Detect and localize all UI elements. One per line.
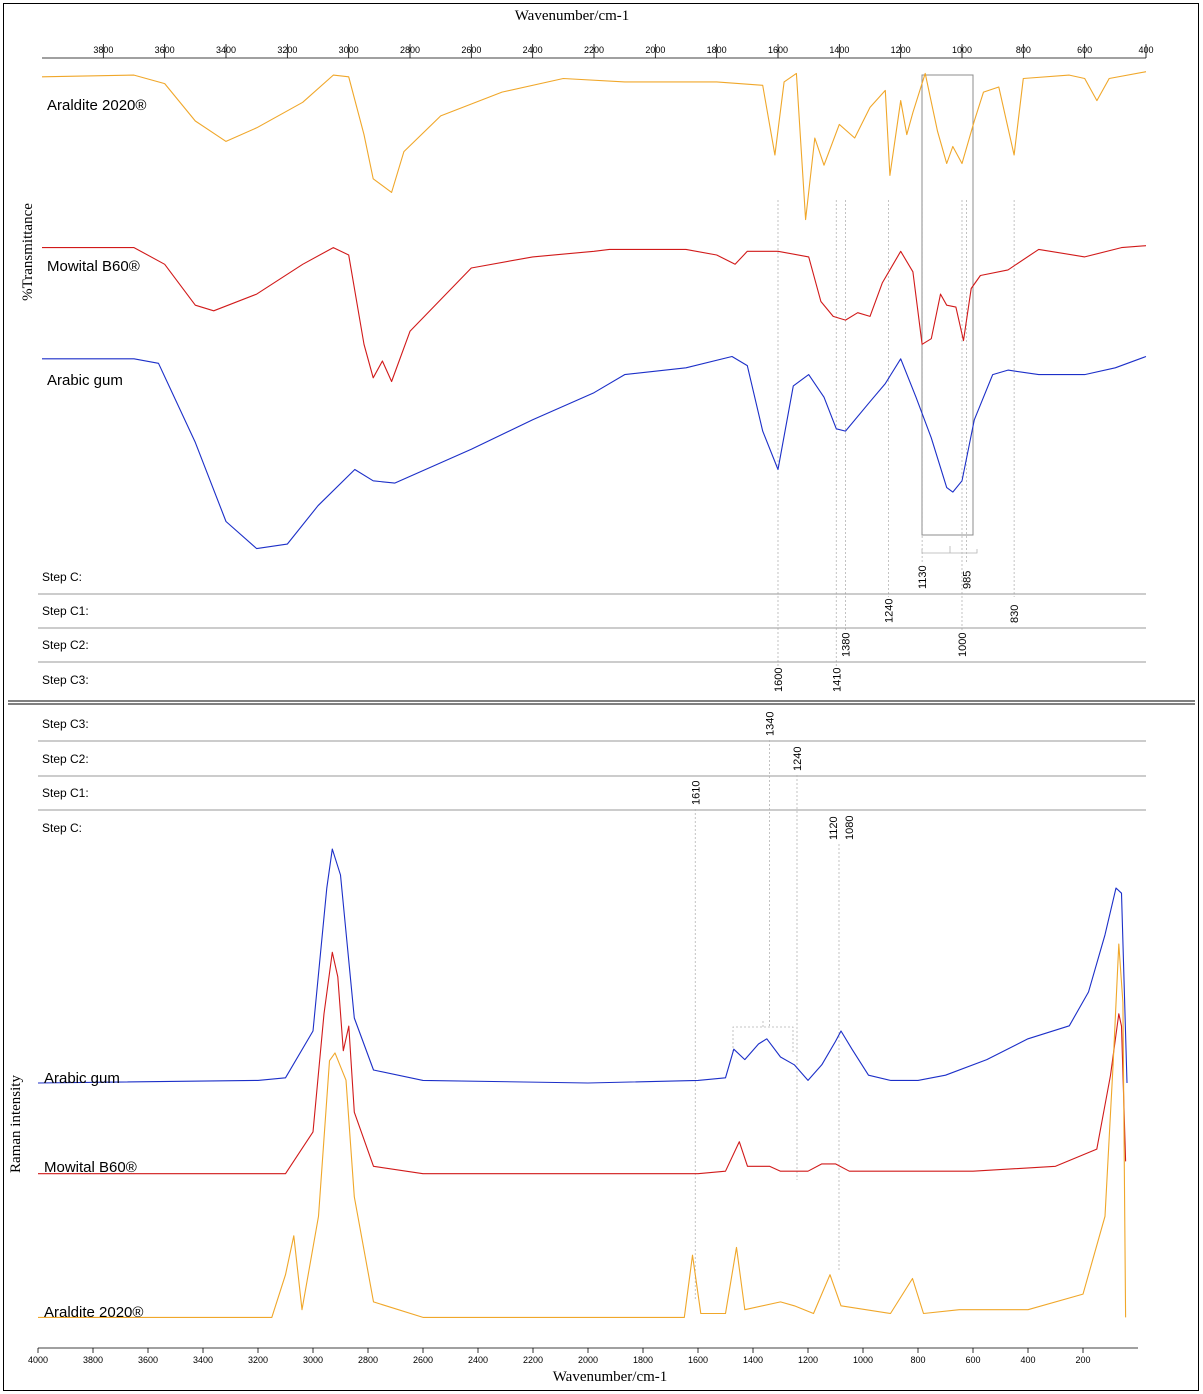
ftir-tick-label-1400: 1400 [829,45,849,55]
ftir-highlight-box [921,74,974,536]
ftir-peak-985: 985 [962,571,974,589]
ftir-tick-label-3800: 3800 [93,45,113,55]
ftir-tick-label-800: 800 [1016,45,1031,55]
raman-peak-1340: 1340 [765,712,777,736]
ftir-series-labels: Araldite 2020® Mowital B60® Arabic gum [47,97,146,389]
ftir-tick-label-2400: 2400 [523,45,543,55]
raman-tick-label-2200: 2200 [523,1355,543,1365]
raman-tick-label-1400: 1400 [743,1355,763,1365]
ftir-tick-label-3600: 3600 [155,45,175,55]
raman-tick-label-800: 800 [910,1355,925,1365]
ftir-tick-label-2600: 2600 [461,45,481,55]
raman-tick-label-1200: 1200 [798,1355,818,1365]
ftir-tick-label-400: 400 [1138,45,1153,55]
raman-panel: Step C3: Step C2: Step C1: Step C: Arabic g… [8,712,1146,1385]
raman-peak-1610: 1610 [690,781,702,805]
ftir-tick-label-3200: 3200 [277,45,297,55]
raman-step-label-step-c1: Step C1: [42,786,89,800]
raman-peak-1120: 1120 [828,816,840,840]
raman-tick-label-3400: 3400 [193,1355,213,1365]
raman-tick-label-3200: 3200 [248,1355,268,1365]
raman-peak-labels: 1340 1240 1610 1120 1080 [690,712,856,840]
raman-peak-1080: 1080 [844,816,856,840]
ftir-tick-label-600: 600 [1077,45,1092,55]
ftir-top-axis-ticks: 3800 3600 3400 3200 3000 2800 2600 2400 2200 2000… [93,44,1154,58]
raman-tick-label-1000: 1000 [853,1355,873,1365]
raman-tick-label-2400: 2400 [468,1355,488,1365]
ftir-tick-label-1200: 1200 [891,45,911,55]
raman-series-mowital-b60 [38,951,1127,1175]
ftir-spectra [41,71,1147,550]
raman-tick-label-2000: 2000 [578,1355,598,1365]
ftir-tick-label-1800: 1800 [707,45,727,55]
raman-x-axis-title: Wavenumber/cm-1 [553,1369,668,1385]
ftir-peak-1380: 1380 [840,633,852,657]
ftir-tick-label-3400: 3400 [216,45,236,55]
raman-tick-label-3600: 3600 [138,1355,158,1365]
raman-tick-label-200: 200 [1075,1355,1090,1365]
ftir-peak-830: 830 [1009,605,1021,623]
raman-series-arabic-gum [37,848,1128,1084]
ftir-step-label-step-c2: Step C2: [42,638,89,652]
ftir-series-mowital-b60 [42,245,1147,383]
raman-tick-label-1800: 1800 [633,1355,653,1365]
outer-frame [3,3,1199,1391]
raman-series-araldite-2020 [38,943,1127,1318]
ftir-series-arabic-gum [42,355,1147,550]
ftir-tick-label-2200: 2200 [584,45,604,55]
ftir-y-axis-title: %Transmittance [20,203,36,301]
ftir-step-label-step-c3: Step C3: [42,673,89,687]
raman-bottom-axis-ticks: 4000 3800 3600 3400 3200 3000 2800 2600 2400 2200… [28,1348,1091,1365]
ftir-guide-lines [777,200,1015,666]
ftir-series-araldite-2020 [41,71,1147,221]
raman-tick-label-3800: 3800 [83,1355,103,1365]
ftir-label-arabic-gum: Arabic gum [47,372,123,389]
raman-spectra [37,848,1128,1318]
raman-step-label-step-c3: Step C3: [42,717,89,731]
ftir-tick-label-3000: 3000 [339,45,359,55]
raman-y-axis-title: Raman intensity [8,1075,24,1173]
raman-step-rows: Step C3: Step C2: Step C1: Step C: [38,717,1146,835]
ftir-tick-label-1000: 1000 [952,45,972,55]
ftir-panel: Wavenumber/cm-1 3800 3600 3400 3200 3000 2800… [20,8,1154,692]
raman-tick-label-3000: 3000 [303,1355,323,1365]
ftir-box-bracket [921,546,978,554]
raman-tick-label-2600: 2600 [413,1355,433,1365]
raman-tick-label-2800: 2800 [358,1355,378,1365]
ftir-peak-1410: 1410 [831,668,843,692]
ftir-tick-label-1600: 1600 [768,45,788,55]
ftir-peak-1240: 1240 [883,599,895,623]
ftir-label-araldite-2020: Araldite 2020® [47,97,146,114]
raman-tick-label-4000: 4000 [28,1355,48,1365]
ftir-step-rows: Step C: Step C1: Step C2: Step C3: [38,570,1146,687]
raman-bracket [732,1019,794,1052]
ftir-label-mowital-b60: Mowital B60® [47,258,140,275]
raman-label-mowital-b60: Mowital B60® [44,1159,137,1176]
raman-label-araldite-2020: Araldite 2020® [44,1304,143,1321]
raman-step-label-step-c2: Step C2: [42,752,89,766]
ftir-step-label-step-c1: Step C1: [42,604,89,618]
raman-label-arabic-gum: Arabic gum [44,1070,120,1087]
ftir-x-axis-title: Wavenumber/cm-1 [515,8,630,24]
raman-tick-label-1600: 1600 [688,1355,708,1365]
ftir-tick-label-2000: 2000 [645,45,665,55]
ftir-step-label-step-c: Step C: [42,570,82,584]
ftir-peak-1130: 1130 [917,565,929,589]
raman-guide-lines [694,740,840,1300]
ftir-tick-label-2800: 2800 [400,45,420,55]
raman-series-labels: Arabic gum Mowital B60® Araldite 2020® [44,1070,143,1321]
raman-tick-label-600: 600 [965,1355,980,1365]
ftir-peak-labels: 985 1130 1240 830 1380 1000 1600 1410 [773,565,1021,692]
ftir-peak-1600: 1600 [773,668,785,692]
ftir-peak-1000: 1000 [957,633,969,657]
raman-peak-1240: 1240 [792,747,804,771]
raman-step-label-step-c: Step C: [42,821,82,835]
raman-tick-label-400: 400 [1020,1355,1035,1365]
